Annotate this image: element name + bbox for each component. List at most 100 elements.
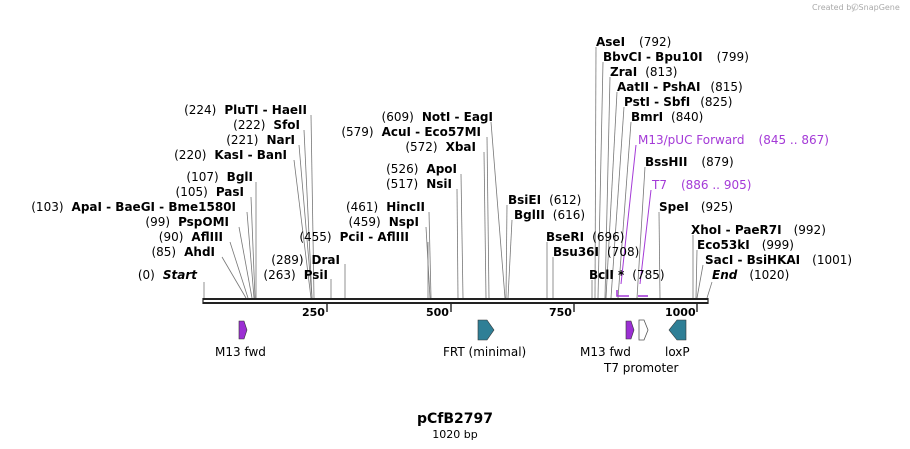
- primer-label-m13-puc-forward[interactable]: M13/pUC Forward (845 .. 867): [638, 133, 829, 147]
- site-label-kasi[interactable]: (220) KasI - BanI: [174, 148, 287, 162]
- site-label-psti[interactable]: PstI - SbfI (825): [624, 95, 732, 109]
- site-label-saci[interactable]: SacI - BsiHKAI (1001): [705, 253, 852, 267]
- leader-line: [428, 211, 432, 299]
- leader-line: [221, 256, 247, 299]
- feature-label-t7-promoter: T7 promoter: [603, 361, 679, 375]
- leader-line: [250, 196, 256, 299]
- site-label-bseri[interactable]: BseRI (696): [546, 230, 624, 244]
- plasmid-length: 1020 bp: [432, 428, 477, 441]
- t7-promoter-feature-arrow-icon[interactable]: [638, 319, 649, 341]
- site-label-bsu36i[interactable]: Bsu36I (708): [553, 245, 639, 259]
- site-label-xhoi[interactable]: XhoI - PaeR7I (992): [691, 223, 826, 237]
- primer-bar-m13: [616, 290, 629, 297]
- leader-line: [604, 76, 611, 299]
- site-label-pluti[interactable]: (224) PluTI - HaeII: [184, 103, 307, 117]
- site-label-zrai[interactable]: ZraI (813): [610, 65, 677, 79]
- sites-left: (0) Start (85) AhdI (90) AflIII (99) PspOMI …: [31, 103, 307, 282]
- m13-fwd-feature-arrow-icon[interactable]: [238, 320, 248, 340]
- sites-mid: (263) PsiI (289) DraI (455) PciI - AflIII (…: [263, 110, 493, 282]
- snapgene-logo-icon: [851, 3, 859, 11]
- leader-line: [605, 91, 618, 299]
- leader-line: [505, 204, 508, 299]
- site-label-bbvci[interactable]: BbvCI - Bpu10I (799): [603, 50, 749, 64]
- site-label-bglii[interactable]: BglII (616): [514, 208, 585, 222]
- site-label-pspomi[interactable]: (99) PspOMI: [145, 215, 229, 229]
- site-label-hincii[interactable]: (461) HincII: [346, 200, 425, 214]
- leader-line: [298, 144, 313, 299]
- site-label-psii[interactable]: (263) PsiI: [263, 268, 328, 282]
- site-label-bmri[interactable]: BmrI (840): [631, 110, 703, 124]
- axis-ticks: [326, 304, 698, 312]
- loxp-feature-arrow-icon[interactable]: [668, 319, 687, 341]
- site-label-eco53ki[interactable]: Eco53kI (999): [697, 238, 794, 252]
- credit-text: Created by SnapGene: [812, 3, 900, 12]
- sites-center: BsiEI (612) BglII (616) BseRI (696) Bsu36I(…: [508, 193, 665, 282]
- site-label-pcii[interactable]: (455) PciI - AflIII: [299, 230, 409, 244]
- site-label-start[interactable]: (0) Start: [138, 268, 198, 282]
- leader-line: [490, 121, 506, 299]
- site-label-bsiei[interactable]: BsiEI (612): [508, 193, 581, 207]
- leader-line: [293, 159, 312, 299]
- tick-label: 250: [302, 306, 325, 319]
- site-label-xbai[interactable]: (572) XbaI: [405, 140, 476, 154]
- leader-lines: [203, 46, 713, 299]
- primer-bars: [616, 290, 648, 297]
- sites-right: AseI (792) BbvCI - Bpu10I (799) ZraI (813) …: [596, 35, 852, 282]
- site-label-nspi[interactable]: (459) NspI: [348, 215, 419, 229]
- leader-line: [696, 264, 704, 299]
- leader-line: [706, 281, 713, 299]
- features: M13 fwd FRT (minimal) M13 fwd T7 promote…: [215, 319, 690, 375]
- leader-line: [310, 114, 315, 299]
- site-label-asei[interactable]: AseI (792): [596, 35, 671, 49]
- leader-line: [695, 249, 698, 299]
- tick-label: 500: [426, 306, 449, 319]
- feature-label-loxp: loxP: [665, 345, 690, 359]
- leader-line: [229, 241, 249, 299]
- tick-label: 750: [549, 306, 572, 319]
- site-label-spei[interactable]: SpeI (925): [659, 200, 733, 214]
- leader-line: [610, 106, 625, 299]
- site-label-sfoi[interactable]: (222) SfoI: [233, 118, 300, 132]
- site-label-apoi[interactable]: (526) ApoI: [386, 162, 457, 176]
- plasmid-name: pCfB2797: [417, 411, 493, 427]
- site-label-bsshii[interactable]: BssHII (879): [645, 155, 734, 169]
- site-label-noti[interactable]: (609) NotI - EagI: [382, 110, 493, 124]
- primer-label-t7[interactable]: T7 (886 .. 905): [651, 178, 751, 192]
- site-label-end[interactable]: End (1020): [712, 268, 789, 282]
- leader-line: [597, 61, 604, 299]
- frt-feature-arrow-icon[interactable]: [477, 319, 495, 341]
- site-label-pasi[interactable]: (105) PasI: [176, 185, 244, 199]
- tick-label: 1000: [665, 306, 696, 319]
- leader-line: [460, 173, 464, 299]
- site-label-afliii[interactable]: (90) AflIII: [159, 230, 223, 244]
- leader-line: [617, 121, 632, 299]
- leader-line: [246, 211, 255, 299]
- feature-label-m13-fwd-2: M13 fwd: [580, 345, 631, 359]
- leader-line: [486, 136, 490, 299]
- site-label-bcli[interactable]: BclI * (785): [589, 268, 665, 282]
- leader-line: [658, 211, 661, 299]
- site-label-drai[interactable]: (289) DraI: [271, 253, 340, 267]
- primer-leaders: [620, 144, 652, 285]
- primer-labels: M13/pUC Forward (845 .. 867) T7 (886 .. 90…: [638, 133, 829, 192]
- feature-label-m13-fwd: M13 fwd: [215, 345, 266, 359]
- leader-line: [238, 226, 253, 299]
- site-label-bgli[interactable]: (107) BglI: [186, 170, 253, 184]
- primer-leader-line: [620, 144, 637, 285]
- leader-line: [636, 166, 646, 299]
- site-label-nari[interactable]: (221) NarI: [226, 133, 295, 147]
- backbone: [202, 298, 709, 304]
- leader-line: [456, 188, 459, 299]
- leader-line: [594, 46, 597, 299]
- site-label-acui[interactable]: (579) AcuI - Eco57MI: [341, 125, 481, 139]
- site-label-apai[interactable]: (103) ApaI - BaeGI - Bme1580I: [31, 200, 236, 214]
- leader-line: [507, 219, 513, 299]
- site-label-nsii[interactable]: (517) NsiI: [386, 177, 452, 191]
- leader-line: [483, 151, 487, 299]
- site-label-aatii[interactable]: AatII - PshAI (815): [617, 80, 743, 94]
- m13-fwd-feature-arrow-icon[interactable]: [625, 320, 635, 340]
- site-label-ahdi[interactable]: (85) AhdI: [151, 245, 215, 259]
- leader-line: [303, 129, 313, 299]
- feature-label-frt-minimal: FRT (minimal): [443, 345, 526, 359]
